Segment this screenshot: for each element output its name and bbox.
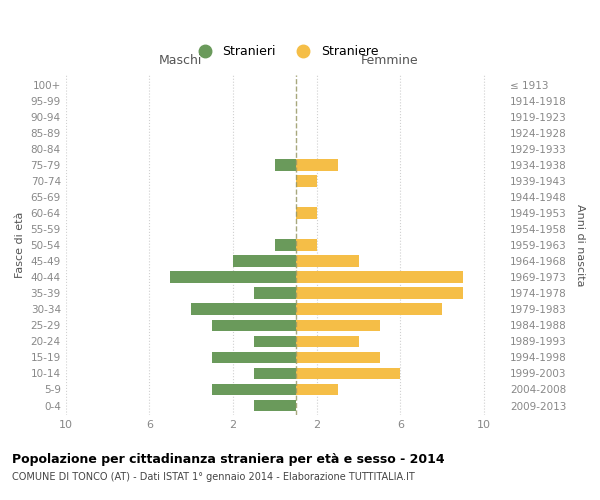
Bar [254, 288, 296, 299]
Bar [254, 400, 296, 411]
Bar [296, 384, 338, 395]
Bar [296, 352, 380, 363]
Bar [275, 159, 296, 170]
Bar [296, 240, 317, 251]
Text: Maschi: Maschi [159, 54, 202, 67]
Legend: Stranieri, Straniere: Stranieri, Straniere [187, 40, 383, 64]
Bar [212, 352, 296, 363]
Bar [212, 384, 296, 395]
Y-axis label: Fasce di età: Fasce di età [15, 212, 25, 278]
Bar [296, 288, 463, 299]
Bar [275, 240, 296, 251]
Bar [296, 320, 380, 331]
Bar [233, 256, 296, 267]
Text: Popolazione per cittadinanza straniera per età e sesso - 2014: Popolazione per cittadinanza straniera p… [12, 452, 445, 466]
Bar [296, 207, 317, 218]
Bar [254, 336, 296, 347]
Bar [296, 175, 317, 186]
Text: COMUNE DI TONCO (AT) - Dati ISTAT 1° gennaio 2014 - Elaborazione TUTTITALIA.IT: COMUNE DI TONCO (AT) - Dati ISTAT 1° gen… [12, 472, 415, 482]
Bar [296, 159, 338, 170]
Bar [254, 368, 296, 379]
Bar [212, 320, 296, 331]
Bar [296, 272, 463, 283]
Bar [170, 272, 296, 283]
Bar [191, 304, 296, 315]
Bar [296, 368, 400, 379]
Bar [296, 336, 359, 347]
Text: Femmine: Femmine [361, 54, 419, 67]
Y-axis label: Anni di nascita: Anni di nascita [575, 204, 585, 286]
Bar [296, 304, 442, 315]
Bar [296, 256, 359, 267]
